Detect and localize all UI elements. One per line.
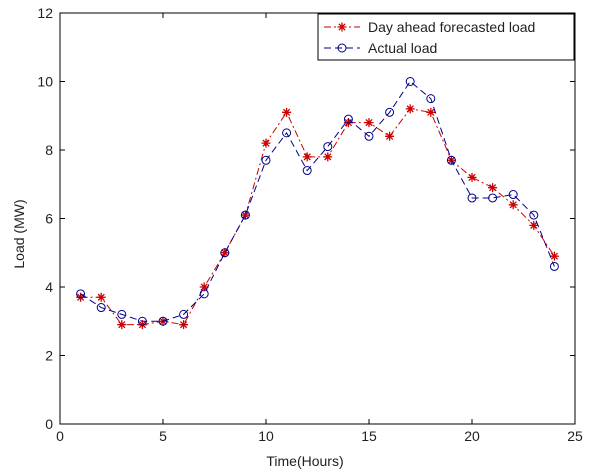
x-tick-label: 20 bbox=[464, 428, 480, 444]
data-point bbox=[117, 320, 127, 330]
data-point bbox=[405, 77, 415, 86]
y-tick-label: 10 bbox=[37, 74, 53, 90]
x-tick-label: 15 bbox=[361, 428, 377, 444]
x-tick-label: 10 bbox=[258, 428, 274, 444]
data-point bbox=[199, 289, 209, 299]
series-line bbox=[80, 80, 555, 322]
data-point bbox=[549, 251, 559, 261]
y-tick-label: 0 bbox=[45, 416, 53, 432]
data-point bbox=[137, 320, 147, 330]
data-point bbox=[426, 107, 436, 117]
data-point bbox=[364, 131, 374, 141]
y-tick-label: 6 bbox=[45, 211, 53, 227]
data-point bbox=[158, 316, 168, 326]
data-point bbox=[529, 220, 539, 230]
legend-box bbox=[317, 13, 575, 61]
data-point bbox=[323, 152, 333, 162]
data-point bbox=[76, 289, 86, 299]
y-tick-label: 8 bbox=[45, 142, 53, 158]
data-point bbox=[488, 193, 498, 203]
data-point bbox=[76, 292, 86, 302]
data-point bbox=[240, 210, 250, 220]
x-axis-title: Time(Hours) bbox=[266, 453, 343, 469]
data-point bbox=[96, 292, 106, 302]
data-point bbox=[508, 190, 518, 200]
y-tick-label: 4 bbox=[45, 279, 53, 295]
y-tick-label: 12 bbox=[37, 5, 53, 21]
data-point bbox=[488, 183, 498, 193]
data-point bbox=[323, 142, 333, 152]
data-point bbox=[96, 303, 106, 313]
data-point bbox=[467, 193, 477, 203]
data-point bbox=[467, 172, 477, 182]
plot-area: 0 5 10 15 20 25 0 2 4 6 8 10 12 bbox=[37, 5, 583, 444]
legend-marker bbox=[337, 22, 347, 32]
data-point bbox=[343, 114, 353, 124]
data-point bbox=[137, 316, 147, 326]
legend-item: Day ahead forecasted load bbox=[324, 19, 535, 35]
data-point bbox=[240, 210, 250, 220]
data-point bbox=[179, 320, 189, 330]
data-point bbox=[364, 118, 374, 128]
data-point bbox=[405, 104, 415, 114]
data-point bbox=[529, 210, 539, 220]
data-point bbox=[117, 309, 127, 319]
data-point bbox=[261, 138, 271, 148]
y-tick-label: 2 bbox=[45, 348, 53, 364]
legend-marker bbox=[337, 43, 347, 53]
x-tick-label: 0 bbox=[56, 428, 64, 444]
data-point bbox=[261, 155, 271, 165]
data-point bbox=[220, 248, 230, 258]
data-point bbox=[302, 166, 312, 176]
y-axis-title: Load (MW) bbox=[11, 199, 27, 268]
data-point bbox=[302, 152, 312, 162]
x-tick-label: 5 bbox=[159, 428, 167, 444]
data-point bbox=[549, 261, 559, 271]
data-point bbox=[446, 155, 456, 165]
x-tick-label: 25 bbox=[567, 428, 583, 444]
data-point bbox=[282, 107, 292, 117]
legend-label: Actual load bbox=[368, 40, 437, 56]
data-point bbox=[385, 131, 395, 141]
data-point bbox=[282, 128, 292, 138]
legend-item: Actual load bbox=[324, 40, 437, 56]
data-point bbox=[343, 118, 353, 128]
data-point bbox=[220, 248, 230, 258]
legend-label: Day ahead forecasted load bbox=[368, 19, 535, 35]
data-point bbox=[426, 94, 436, 104]
series-actual-load bbox=[76, 77, 559, 326]
legend: Day ahead forecasted load Actual load bbox=[317, 13, 575, 61]
data-point bbox=[199, 282, 209, 292]
data-point bbox=[179, 309, 189, 319]
data-point bbox=[385, 107, 395, 117]
data-point bbox=[508, 200, 518, 210]
